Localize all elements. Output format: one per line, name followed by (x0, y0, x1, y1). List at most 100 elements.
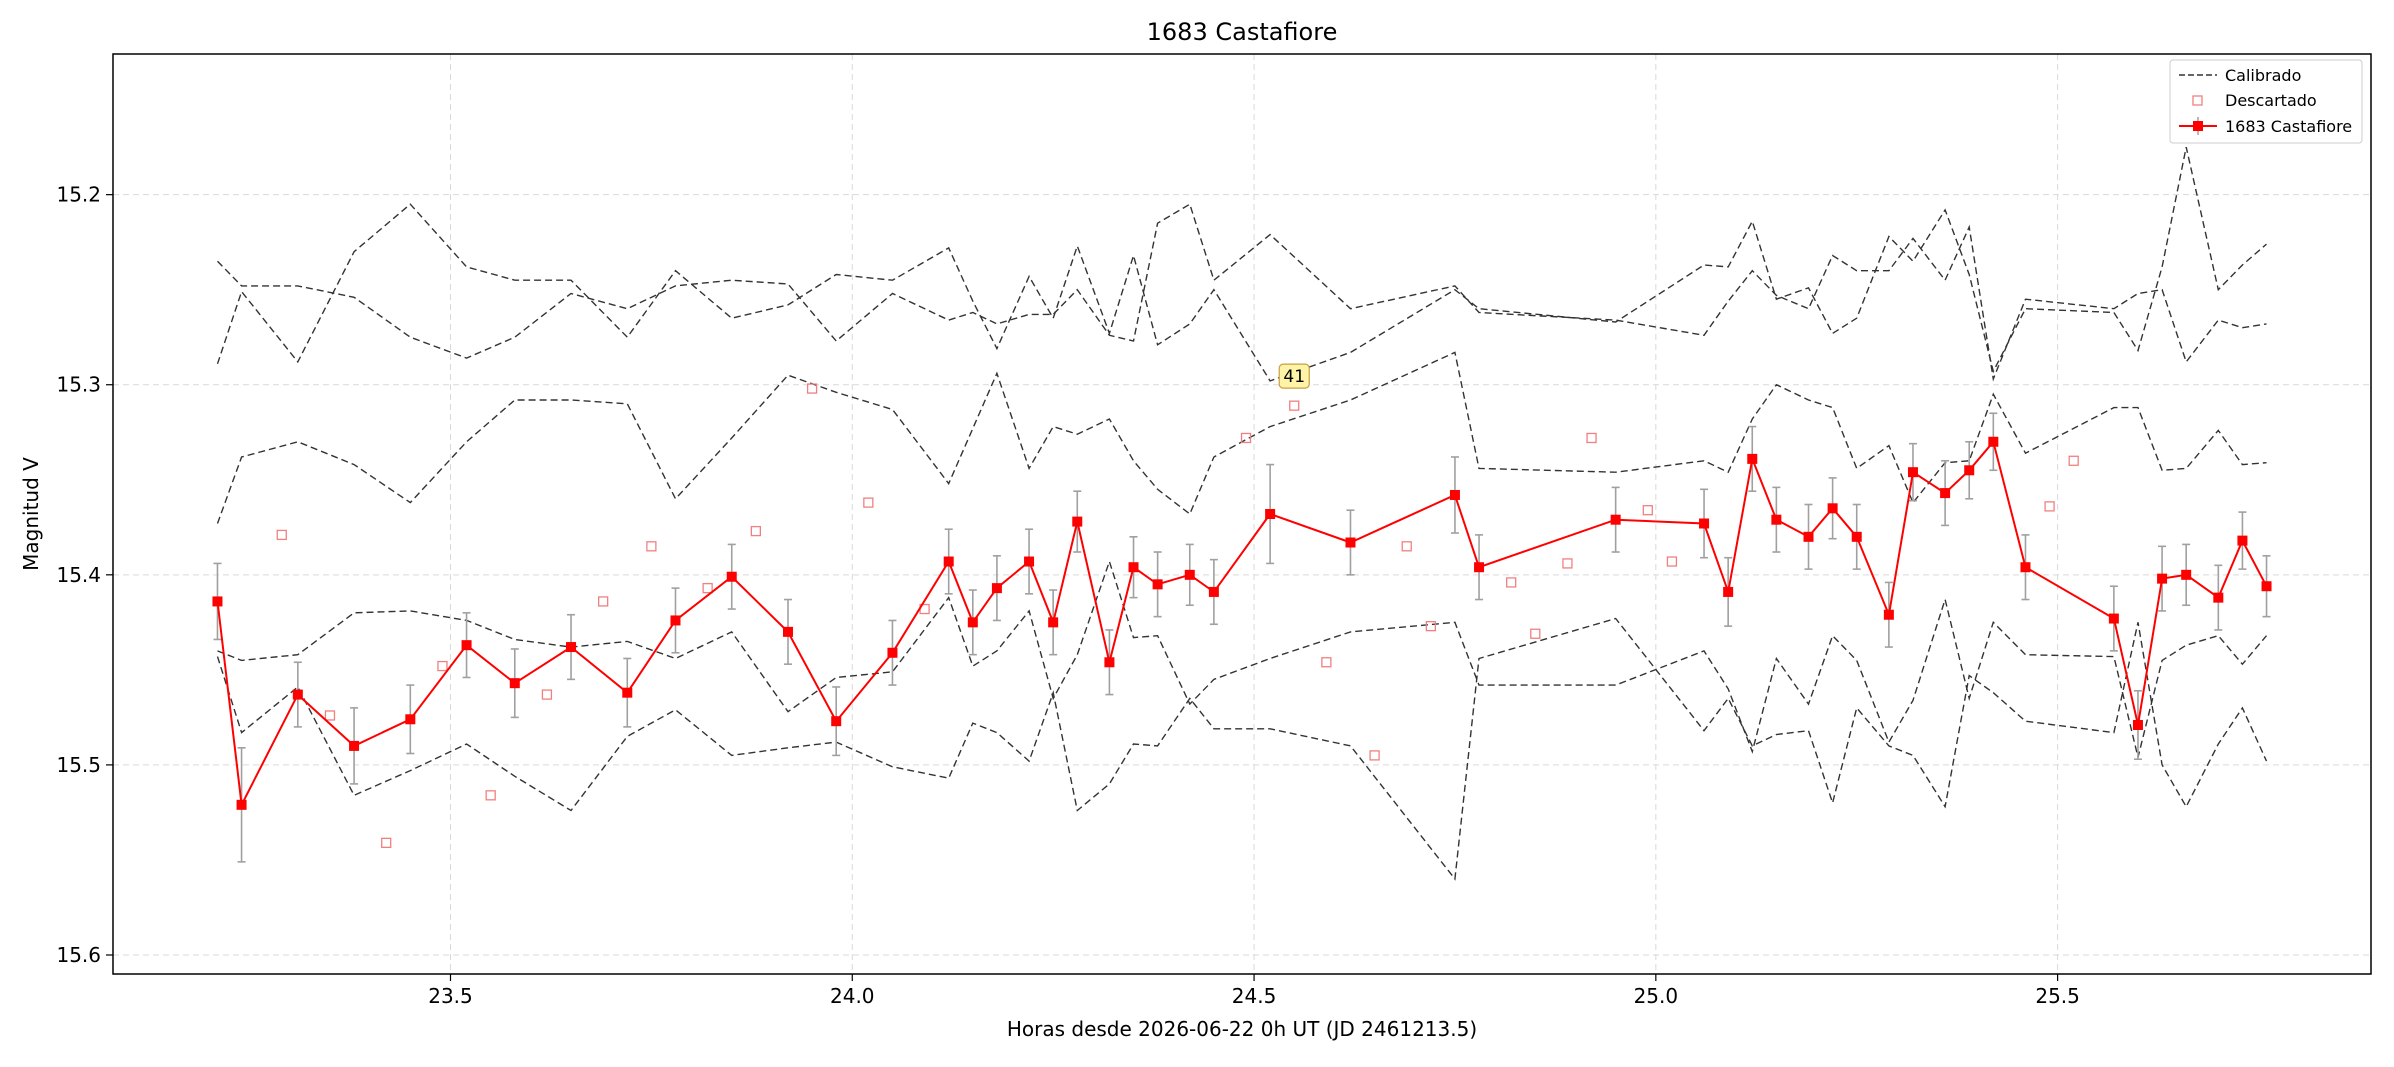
target-point (622, 687, 633, 698)
discarded-point (1369, 750, 1380, 761)
target-point (405, 714, 416, 725)
target-point (991, 583, 1002, 594)
discarded-points (276, 383, 2079, 848)
discarded-point (381, 837, 392, 848)
discarded-point (541, 689, 553, 700)
target-point (461, 640, 472, 651)
discarded-point (750, 525, 761, 537)
legend-discarded-label: Descartado (2225, 91, 2317, 110)
discarded-point (863, 497, 874, 508)
discarded-point (1240, 432, 1252, 444)
y-tick-label: 15.5 (56, 753, 101, 777)
discarded-point (1666, 556, 1678, 567)
target-point (670, 615, 681, 626)
discarded-point (2068, 455, 2079, 466)
target-point (1610, 514, 1621, 525)
y-axis-label: Magnitud V (19, 457, 43, 571)
target-point (967, 617, 978, 628)
discarded-point (485, 790, 496, 801)
target-point (2157, 573, 2168, 584)
discarded-point (1530, 628, 1541, 639)
discarded-point (276, 529, 287, 541)
discarded-point (702, 582, 713, 594)
x-tick-label: 24.5 (1232, 984, 1277, 1008)
discarded-point (1425, 620, 1436, 632)
x-tick-label: 25.0 (1634, 984, 1679, 1008)
target-point (2108, 613, 2119, 624)
target-point (1048, 617, 1059, 628)
target-point (1474, 562, 1485, 573)
axis-ticks: 23.5 24.0 24.5 25.0 25.5 15.2 15.3 15.4 15.5 15.6 (56, 183, 2079, 1008)
target-point (566, 642, 577, 653)
target-point (1803, 531, 1814, 542)
target-point (943, 556, 954, 567)
legend-target-label: 1683 Castafiore (2225, 117, 2352, 136)
y-tick-label: 15.4 (56, 563, 101, 587)
x-tick-label: 25.5 (2035, 984, 2080, 1008)
target-point (1883, 609, 1894, 620)
discarded-point (1562, 558, 1573, 569)
discarded-point (598, 596, 609, 607)
target-point (212, 596, 223, 607)
target-point (1265, 509, 1276, 519)
x-tick-label: 24.0 (830, 984, 875, 1008)
grid (113, 54, 2371, 974)
target-point (349, 740, 360, 751)
target-point (2181, 569, 2192, 580)
legend-box (2169, 59, 2363, 144)
target-point (887, 647, 898, 658)
discarded-point (646, 541, 657, 552)
target-point (1699, 518, 1710, 529)
target-point (1907, 467, 1918, 478)
target-point (2213, 592, 2224, 603)
discarded-point (1321, 657, 1332, 668)
target-point (1104, 657, 1115, 668)
target-point (509, 678, 520, 689)
target-point (1940, 488, 1951, 499)
target-series (212, 412, 2272, 863)
target-point (1747, 453, 1758, 464)
discarded-point (1289, 400, 1300, 411)
target-point (1024, 556, 1035, 567)
target-point (2261, 581, 2272, 592)
target-point (1345, 537, 1356, 548)
comparison-star-line (217, 559, 2268, 758)
target-point (1184, 569, 1195, 580)
target-point (1128, 562, 1139, 573)
target-point (1827, 503, 1838, 514)
target-point (2020, 562, 2031, 573)
comparison-star-line (216, 146, 2267, 382)
target-point (1208, 586, 1219, 597)
annotation-box (1278, 363, 1310, 389)
annotation-label: 41 (1278, 363, 1310, 389)
target-point (831, 716, 842, 727)
x-axis-label: Horas desde 2026-06-22 0h UT (JD 2461213… (1007, 1017, 1477, 1041)
discarded-point (2044, 501, 2055, 512)
discarded-point (1506, 577, 1517, 588)
target-point (236, 799, 247, 810)
target-point (2132, 719, 2143, 730)
target-point (1723, 586, 1734, 597)
plot-frame (112, 53, 2372, 975)
comparison-star-line (216, 617, 2268, 881)
target-point (1851, 531, 1862, 542)
target-point (782, 626, 793, 637)
chart-title: 1683 Castafiore (1147, 18, 1338, 46)
target-point (2237, 535, 2248, 546)
target-point (1964, 465, 1975, 476)
discarded-point (1401, 541, 1412, 552)
y-tick-label: 15.3 (56, 373, 101, 397)
target-point (292, 689, 303, 700)
target-point (1771, 514, 1782, 525)
target-point (1072, 516, 1083, 527)
discarded-point (437, 660, 448, 672)
discarded-point (324, 710, 336, 721)
y-tick-label: 15.2 (56, 183, 101, 207)
discarded-point (1642, 505, 1653, 516)
x-tick-label: 23.5 (428, 984, 473, 1008)
annotation-text: 41 (1283, 367, 1305, 387)
discarded-point (1586, 432, 1597, 444)
y-tick-label: 15.6 (56, 943, 101, 967)
legend-calibrated-label: Calibrado (2225, 66, 2301, 85)
